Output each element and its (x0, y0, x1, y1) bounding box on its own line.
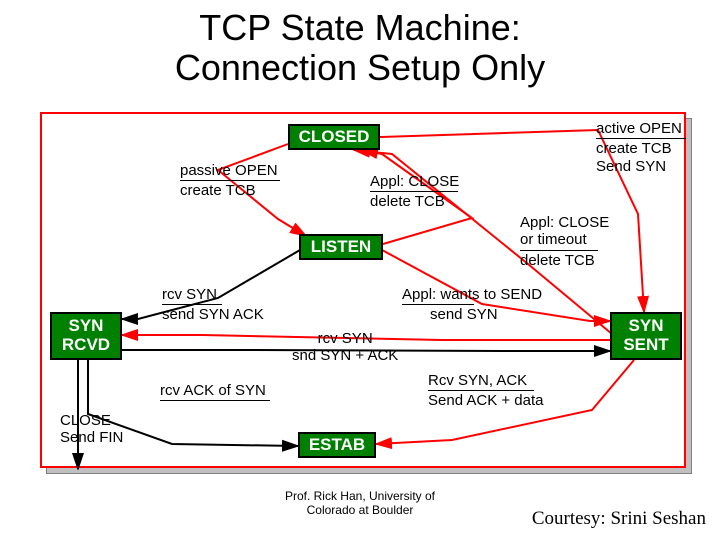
label-rcv-ack-of-syn: rcv ACK of SYN (160, 382, 270, 402)
label-active-open: active OPEN create TCB Send SYN (596, 120, 686, 175)
label-appl-timeout: Appl: CLOSE or timeout delete TCB (520, 214, 609, 269)
label-appl-close: Appl: CLOSE delete TCB (370, 173, 459, 211)
state-syn-rcvd: SYN RCVD (50, 312, 122, 360)
frame: CLOSED LISTEN SYN RCVD SYN SENT ESTAB passiv… (40, 112, 686, 468)
state-estab: ESTAB (298, 432, 376, 458)
title-line1: TCP State Machine: (199, 7, 521, 48)
label-passive-open: passive OPEN create TCB (180, 162, 280, 200)
arrows-layer (42, 114, 688, 470)
label-rcv-syn-ack: Rcv SYN, ACK Send ACK + data (428, 372, 544, 410)
title-line2: Connection Setup Only (175, 47, 545, 88)
state-listen: LISTEN (299, 234, 383, 260)
state-syn-sent: SYN SENT (610, 312, 682, 360)
diagram-canvas: CLOSED LISTEN SYN RCVD SYN SENT ESTAB passiv… (40, 112, 690, 494)
state-closed: CLOSED (288, 124, 380, 150)
footer-courtesy: Courtesy: Srini Seshan (532, 508, 706, 530)
label-appl-send: Appl: wants to SEND send SYN (402, 286, 542, 324)
label-rcv-syn2: rcv SYN snd SYN + ACK (292, 330, 398, 365)
label-rcv-syn: rcv SYN send SYN ACK (162, 286, 264, 324)
label-close-fin: CLOSE Send FIN (60, 412, 123, 447)
